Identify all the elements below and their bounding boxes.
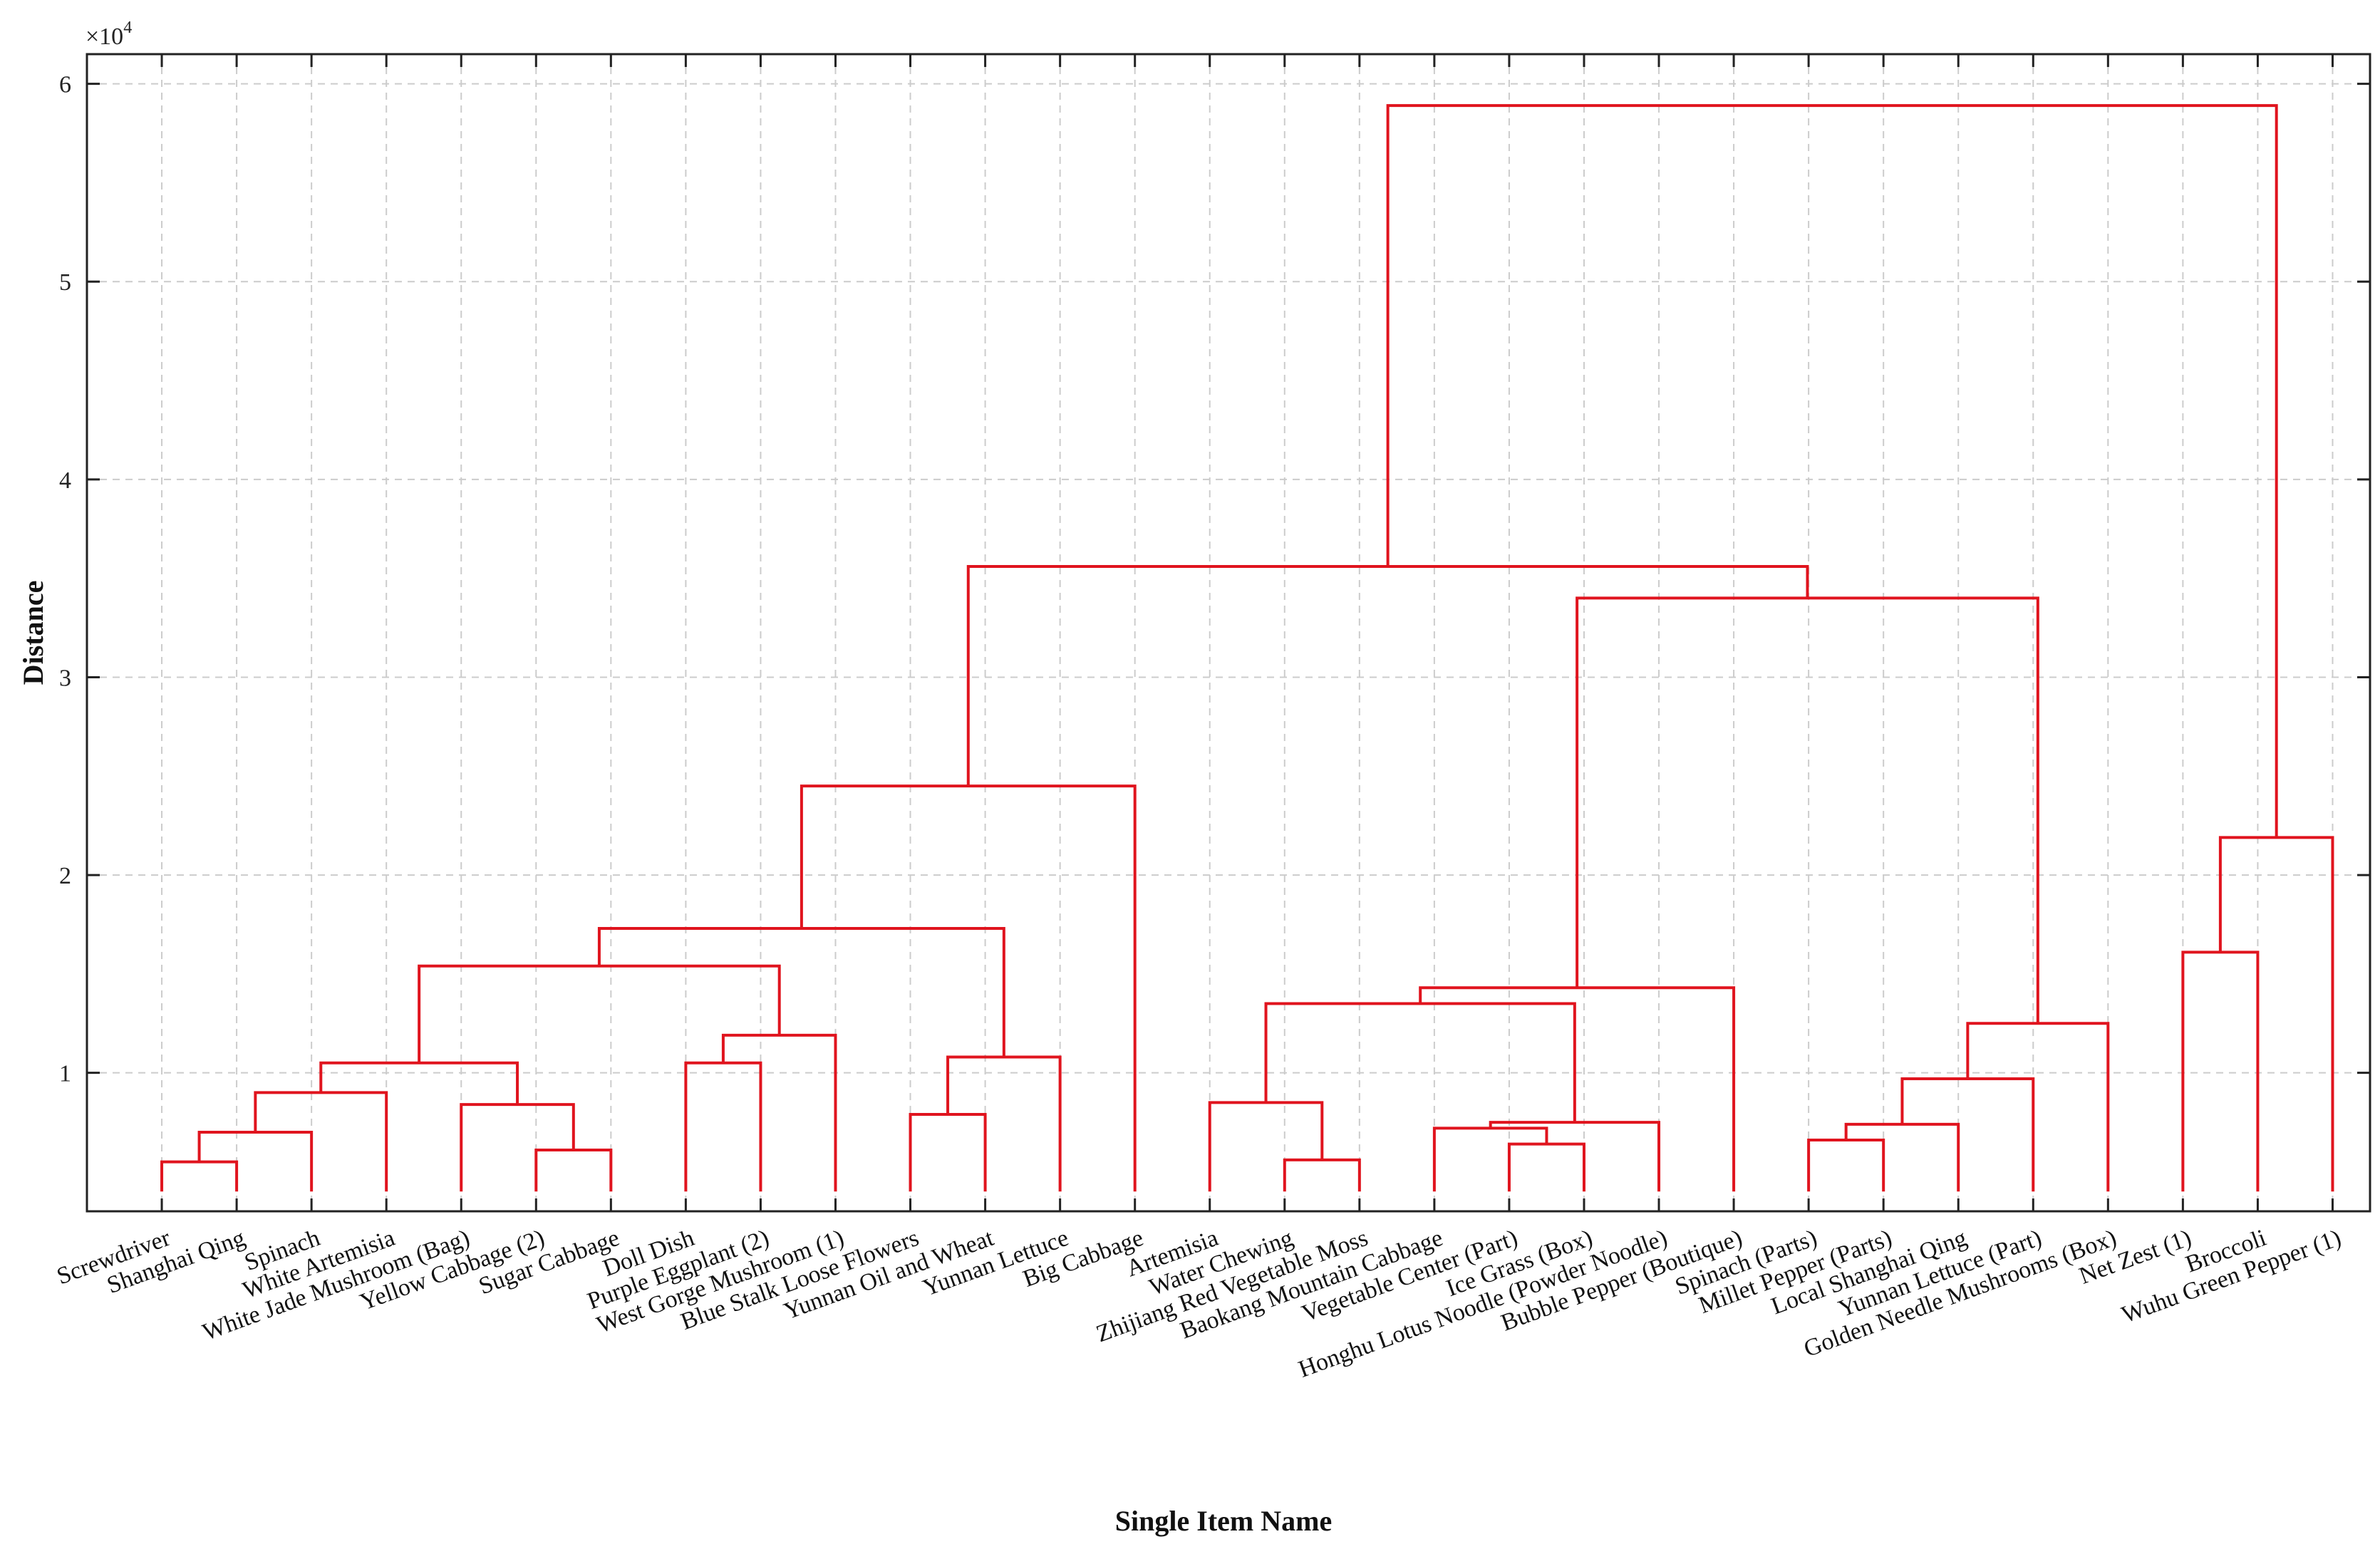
y-tick-label: 6	[59, 72, 71, 98]
plot-frame	[86, 53, 2371, 1213]
dendrogram-link	[1507, 1142, 1585, 1192]
dendrogram-link	[1419, 986, 1736, 1192]
dendrogram-link	[254, 1091, 388, 1192]
dendrogram-link	[460, 1103, 575, 1192]
grid-layer	[87, 54, 2370, 1211]
dendrogram-link	[1844, 1122, 1960, 1192]
x-axis-title: Single Item Name	[1115, 1505, 1332, 1537]
dendrogram-link	[1489, 1121, 1661, 1192]
dendrogram-link	[966, 565, 1809, 787]
dendrogram-link	[597, 927, 1005, 1057]
dendrogram-link	[160, 1160, 239, 1192]
dendrogram-link	[1283, 1158, 1361, 1192]
dendrogram-link	[1576, 596, 2039, 1024]
dendrogram-link	[197, 1130, 314, 1192]
y-multiplier-label: ×104	[86, 19, 132, 50]
dendrogram-link	[2181, 951, 2260, 1192]
dendrogram-link	[418, 964, 781, 1063]
dendrogram-link	[319, 1061, 519, 1105]
dendrogram-link	[1432, 1126, 1548, 1192]
y-tick-label: 3	[59, 665, 71, 691]
dendrogram-link	[1208, 1101, 1324, 1192]
y-tick-label: 5	[59, 269, 71, 296]
dendrogram-link	[909, 1112, 987, 1192]
dendrogram-link	[534, 1148, 613, 1192]
dendrogram-link	[1966, 1022, 2110, 1192]
y-tick-label: 2	[59, 863, 71, 889]
dendrogram-link	[1900, 1077, 2035, 1192]
dendrogram-link	[1386, 104, 2278, 838]
dendrogram-link	[946, 1055, 1062, 1192]
dendrogram-link	[684, 1061, 762, 1192]
dendrogram-link	[800, 784, 1137, 1192]
dendrogram-link	[721, 1033, 837, 1192]
y-tick-label: 4	[59, 467, 71, 494]
y-axis-title: Distance	[17, 581, 49, 685]
dendrogram-link	[1807, 1139, 1885, 1192]
y-tick-label: 1	[59, 1061, 71, 1087]
dendrogram-link	[2218, 836, 2334, 1192]
dendrogram-tree	[160, 104, 2334, 1192]
dendrogram-link	[1264, 1002, 1576, 1123]
tick-layer	[87, 54, 2370, 1211]
